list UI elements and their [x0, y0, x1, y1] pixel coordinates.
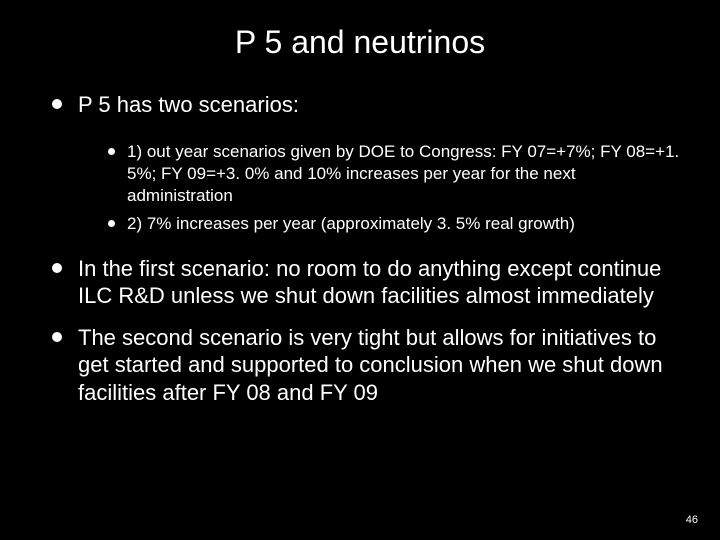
bullet-text: P 5 has two scenarios:: [78, 91, 299, 119]
bullet-text: 2) 7% increases per year (approximately …: [127, 213, 575, 235]
sub-bullets: 1) out year scenarios given by DOE to Co…: [52, 133, 680, 255]
bullet-lvl1: In the first scenario: no room to do any…: [52, 255, 680, 310]
slide: P 5 and neutrinos P 5 has two scenarios:…: [0, 0, 720, 540]
bullet-lvl2: 1) out year scenarios given by DOE to Co…: [108, 141, 680, 207]
bullet-icon: [108, 148, 115, 155]
bullet-icon: [52, 263, 62, 273]
slide-title: P 5 and neutrinos: [0, 0, 720, 79]
bullet-icon: [52, 332, 62, 342]
bullet-lvl1: The second scenario is very tight but al…: [52, 324, 680, 407]
bullet-text: In the first scenario: no room to do any…: [78, 255, 680, 310]
bullet-icon: [108, 220, 115, 227]
bullet-text: 1) out year scenarios given by DOE to Co…: [127, 141, 680, 207]
bullet-lvl2: 2) 7% increases per year (approximately …: [108, 213, 680, 235]
slide-body: P 5 has two scenarios: 1) out year scena…: [0, 79, 720, 406]
bullet-lvl1: P 5 has two scenarios:: [52, 91, 680, 119]
bullet-text: The second scenario is very tight but al…: [78, 324, 680, 407]
page-number: 46: [686, 514, 698, 526]
bullet-icon: [52, 99, 62, 109]
